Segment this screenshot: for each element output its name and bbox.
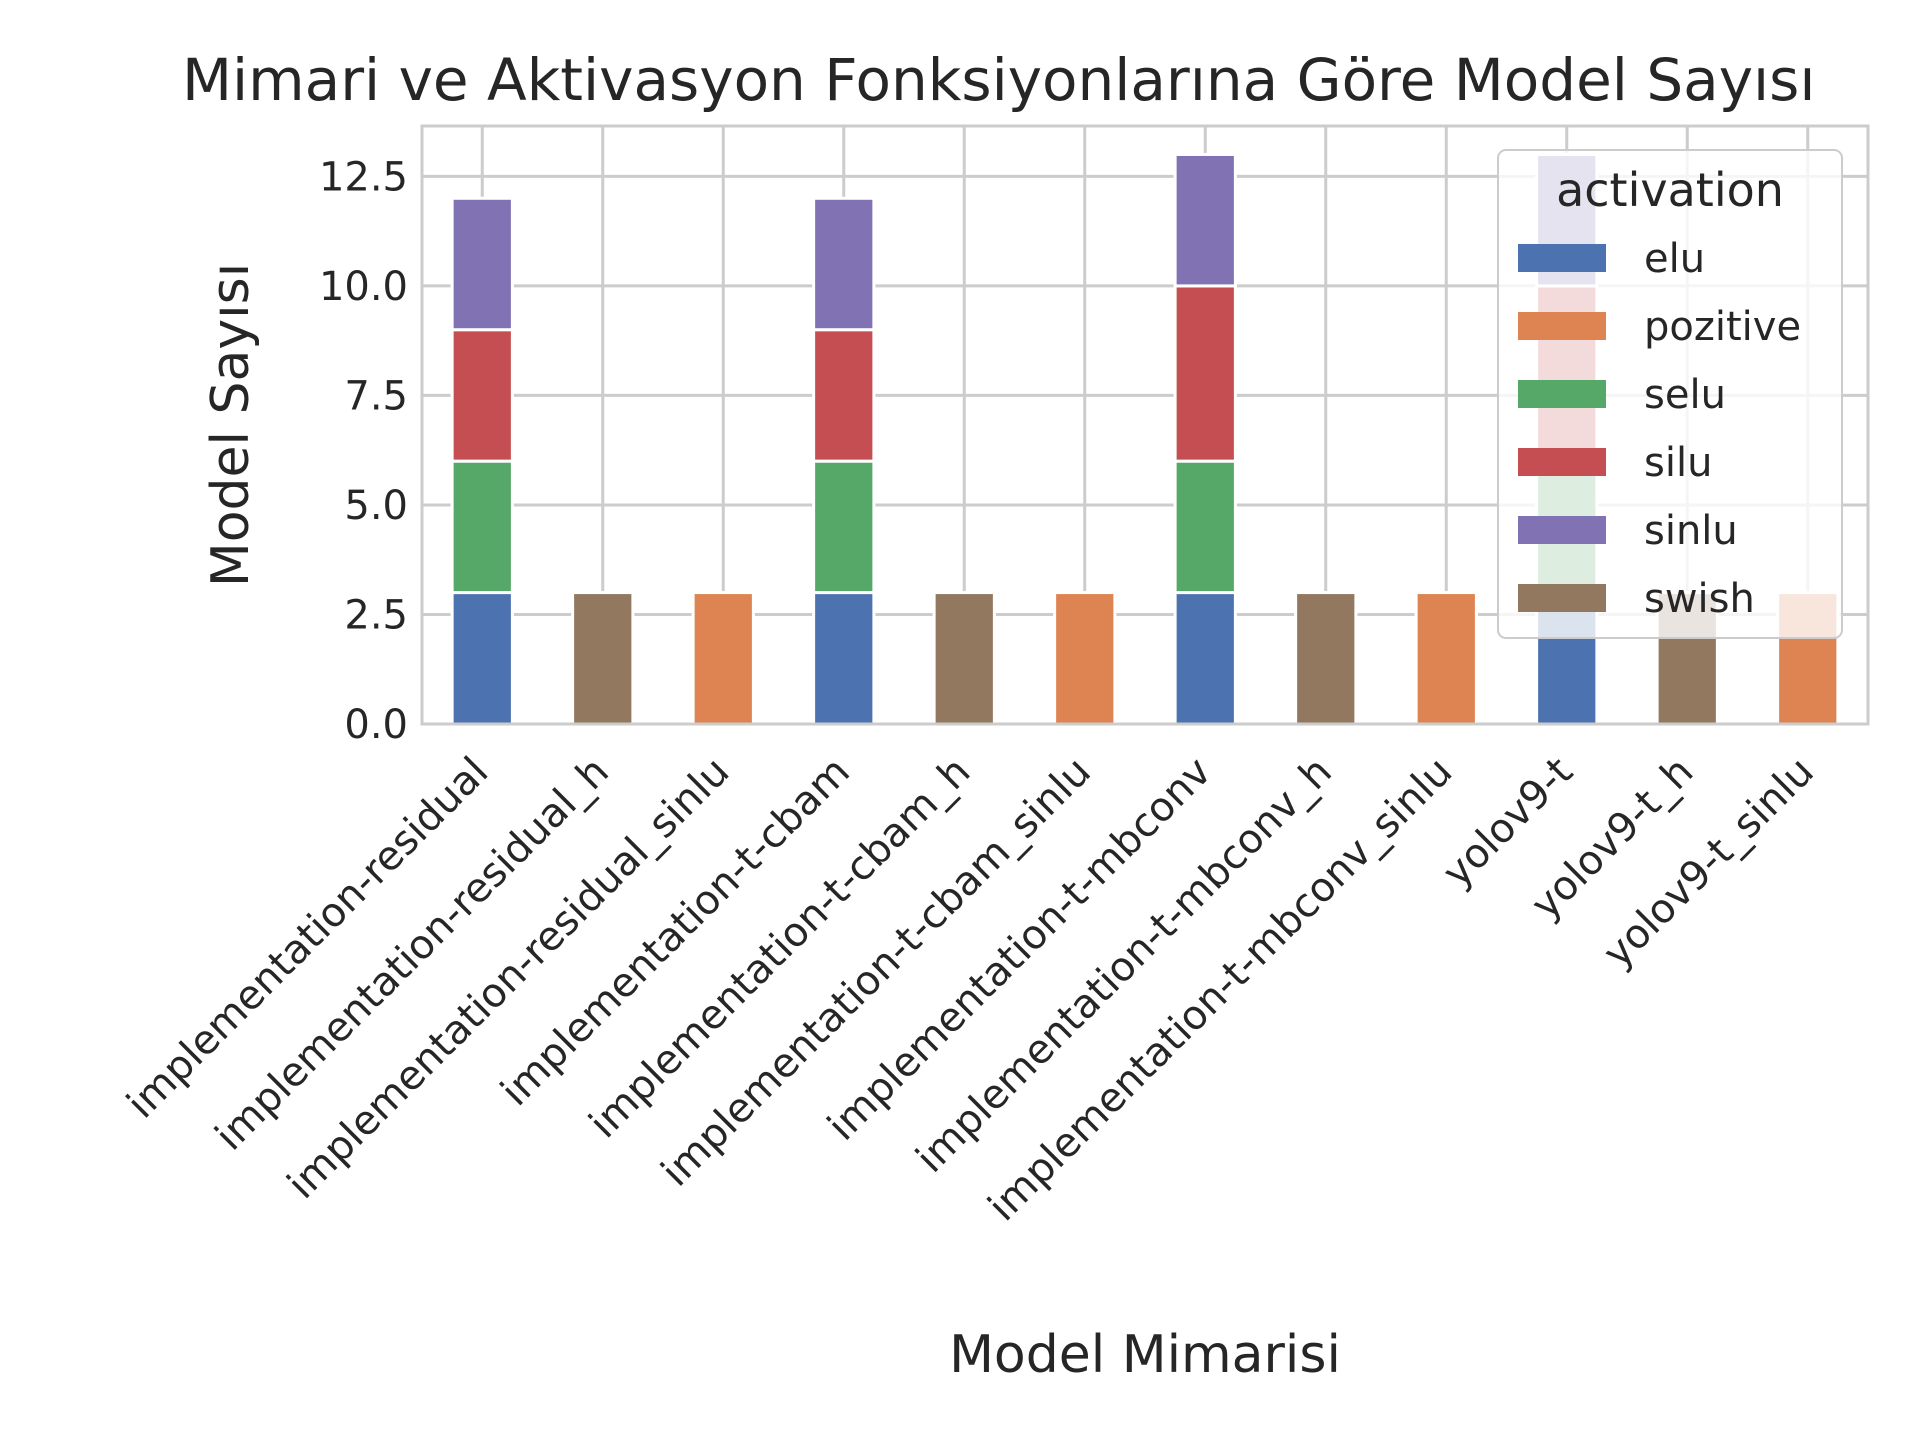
bar-segment-sinlu [812, 196, 876, 332]
bar-segment-pozitive [1053, 591, 1117, 726]
y-tick-label: 12.5 [319, 154, 408, 200]
bar-segment-swish [571, 591, 635, 726]
legend-title: activation [1556, 163, 1784, 217]
x-tick-label: implementation-t-cbam_sinlu [653, 749, 1100, 1196]
bar-segment-sinlu [450, 196, 514, 332]
y-tick-labels: 0.0 2.5 5.0 7.5 10.0 12.5 [319, 154, 408, 748]
bar-segment-swish [932, 591, 996, 726]
chart-title: Mimari ve Aktivasyon Fonksiyonlarına Gör… [182, 46, 1815, 114]
y-tick-label: 5.0 [344, 483, 408, 529]
bar-segment-selu [450, 459, 514, 595]
y-axis-title: Model Sayısı [201, 263, 261, 587]
plot-area-frame [420, 124, 1870, 726]
legend-label: pozitive [1644, 304, 1801, 350]
legend-swatch-swish [1518, 584, 1606, 612]
legend-label: swish [1644, 576, 1755, 622]
y-tick-label: 10.0 [319, 264, 408, 310]
bar-segment-selu [1173, 459, 1237, 595]
bars [450, 152, 1840, 726]
y-tick-label: 0.0 [344, 702, 408, 748]
legend-label: selu [1644, 372, 1726, 418]
bar-segment-elu [450, 591, 514, 726]
bar-segment-selu [812, 459, 876, 595]
legend-label: silu [1644, 440, 1712, 486]
bar-segment-pozitive [1414, 591, 1478, 726]
legend: activation elu pozitive selu silu sinlu swish [1497, 149, 1843, 639]
x-axis-title: Model Mimarisi [949, 1325, 1341, 1385]
legend-label: elu [1644, 236, 1705, 282]
legend-swatch-elu [1518, 244, 1606, 272]
x-tick-labels: implementation-residualimplementation-re… [118, 749, 1822, 1231]
bar-segment-silu [812, 328, 876, 463]
legend-label: sinlu [1644, 508, 1738, 554]
x-tick-label: yolov9-t_sinlu [1595, 749, 1823, 977]
bar-segment-elu [1173, 591, 1237, 726]
bar-segment-silu [450, 328, 514, 463]
legend-swatch-pozitive [1518, 312, 1606, 340]
x-tick-label: implementation-residual_sinlu [279, 749, 738, 1208]
y-tick-label: 2.5 [344, 592, 408, 638]
y-tick-label: 7.5 [344, 373, 408, 419]
legend-items: elu pozitive selu silu sinlu swish [1518, 236, 1801, 622]
bar-segment-elu [812, 591, 876, 726]
bar-segment-swish [1294, 591, 1358, 726]
bar-segment-pozitive [691, 591, 755, 726]
legend-swatch-sinlu [1518, 516, 1606, 544]
bar-segment-sinlu [1173, 152, 1237, 288]
legend-swatch-selu [1518, 380, 1606, 408]
legend-swatch-silu [1518, 448, 1606, 476]
bar-segment-silu [1173, 284, 1237, 463]
